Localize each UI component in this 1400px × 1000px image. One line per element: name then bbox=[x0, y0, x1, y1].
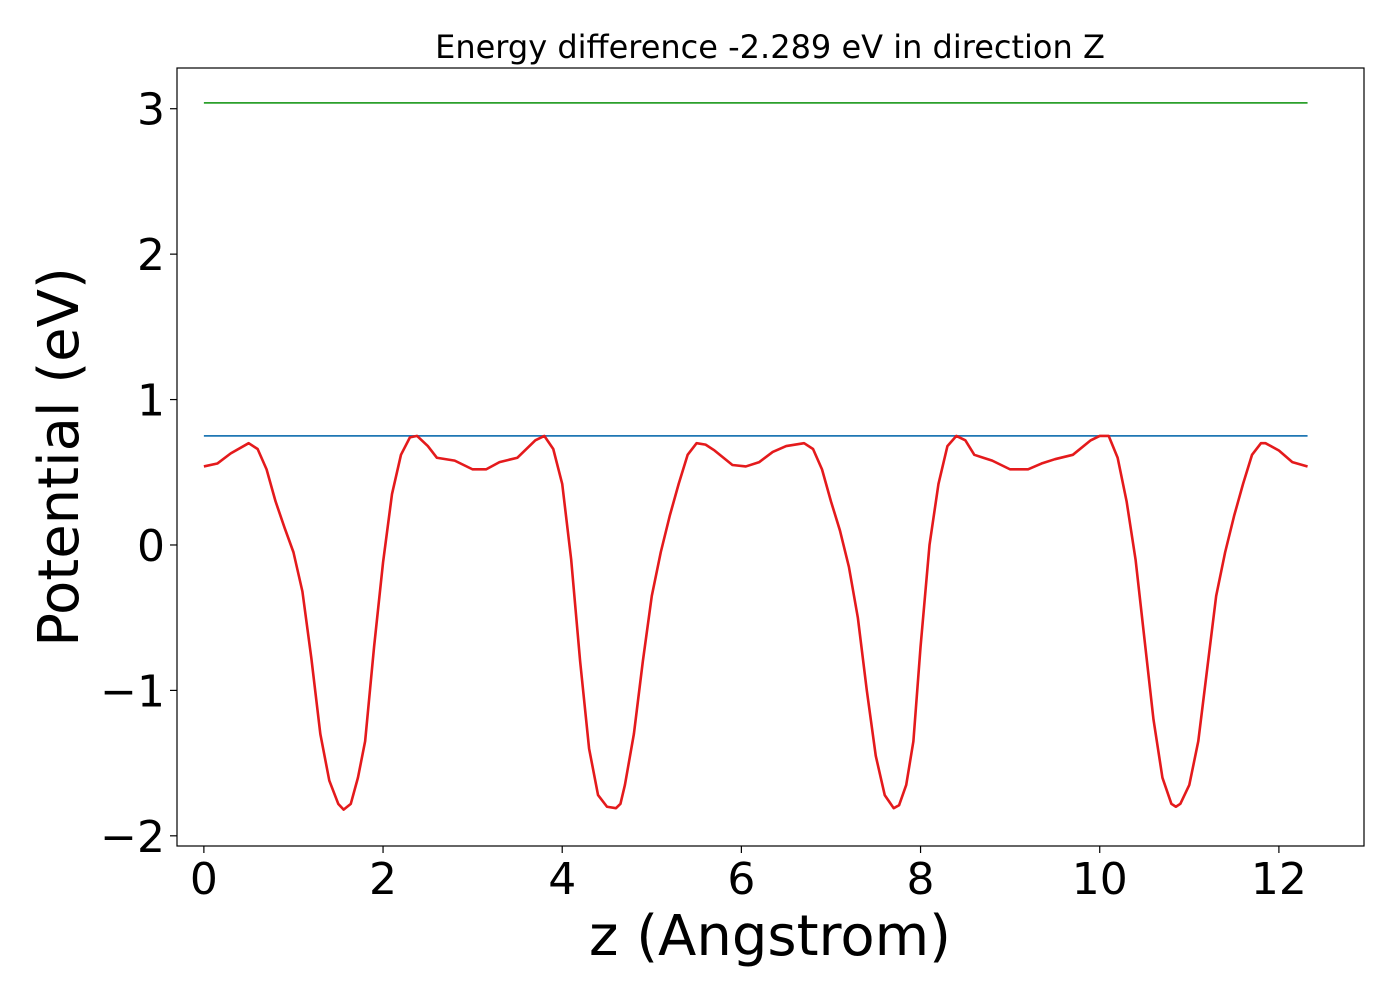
y-tick-label: 3 bbox=[137, 85, 165, 136]
x-tick-label: 2 bbox=[369, 854, 397, 905]
y-tick-label: 2 bbox=[137, 230, 165, 281]
x-tick-label: 12 bbox=[1251, 854, 1307, 905]
axes-frame bbox=[176, 67, 1365, 847]
chart-title: Energy difference -2.289 eV in direction… bbox=[435, 28, 1105, 66]
y-tick-label: −2 bbox=[100, 812, 165, 863]
x-tick-label: 6 bbox=[727, 854, 755, 905]
y-tick-label: −1 bbox=[100, 666, 165, 717]
series-line-2 bbox=[203, 434, 1308, 811]
y-tick-label: 0 bbox=[137, 521, 165, 572]
y-axis-label: Potential (eV) bbox=[27, 267, 92, 647]
plot-area bbox=[203, 102, 1308, 811]
x-tick-label: 0 bbox=[190, 854, 218, 905]
x-tick-label: 4 bbox=[548, 854, 576, 905]
x-tick-label: 10 bbox=[1072, 854, 1128, 905]
x-tick-label: 8 bbox=[907, 854, 935, 905]
y-axis: −2 −1 0 1 2 3 bbox=[100, 85, 177, 863]
x-axis-label: z (Angstrom) bbox=[589, 904, 951, 969]
x-axis: 0 2 4 6 8 10 12 bbox=[190, 846, 1307, 905]
y-tick-label: 1 bbox=[137, 376, 165, 427]
